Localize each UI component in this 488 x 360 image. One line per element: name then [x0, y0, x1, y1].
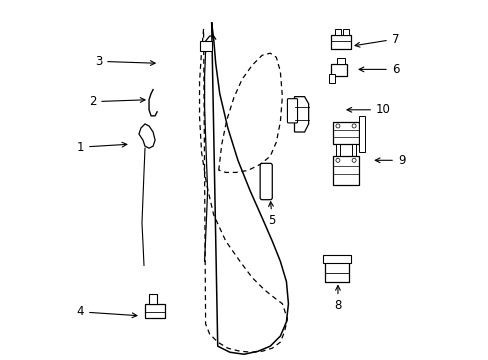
- Text: 6: 6: [358, 63, 399, 76]
- FancyBboxPatch shape: [260, 163, 272, 200]
- Circle shape: [335, 158, 339, 162]
- Bar: [342, 29, 348, 35]
- FancyBboxPatch shape: [145, 304, 165, 318]
- Text: 3: 3: [95, 55, 155, 68]
- Text: 2: 2: [88, 95, 145, 108]
- FancyBboxPatch shape: [330, 35, 350, 49]
- Text: 4: 4: [77, 305, 137, 318]
- Bar: [322, 255, 350, 263]
- Bar: [336, 58, 345, 64]
- Text: 7: 7: [354, 33, 399, 47]
- Circle shape: [351, 158, 355, 162]
- Bar: [332, 156, 358, 185]
- FancyBboxPatch shape: [149, 294, 157, 304]
- FancyBboxPatch shape: [330, 64, 346, 76]
- Polygon shape: [294, 97, 308, 132]
- Text: 1: 1: [77, 141, 126, 154]
- Text: 8: 8: [334, 285, 341, 312]
- Bar: [328, 75, 334, 82]
- Text: 5: 5: [268, 202, 275, 228]
- FancyBboxPatch shape: [287, 99, 297, 123]
- Bar: [358, 116, 365, 152]
- Text: 10: 10: [346, 103, 390, 116]
- Text: 9: 9: [374, 154, 405, 167]
- Circle shape: [351, 124, 355, 128]
- Bar: [335, 144, 339, 156]
- Bar: [351, 144, 355, 156]
- Polygon shape: [139, 124, 155, 148]
- Bar: [199, 41, 211, 51]
- Bar: [332, 122, 358, 144]
- Circle shape: [335, 124, 339, 128]
- Bar: [334, 29, 340, 35]
